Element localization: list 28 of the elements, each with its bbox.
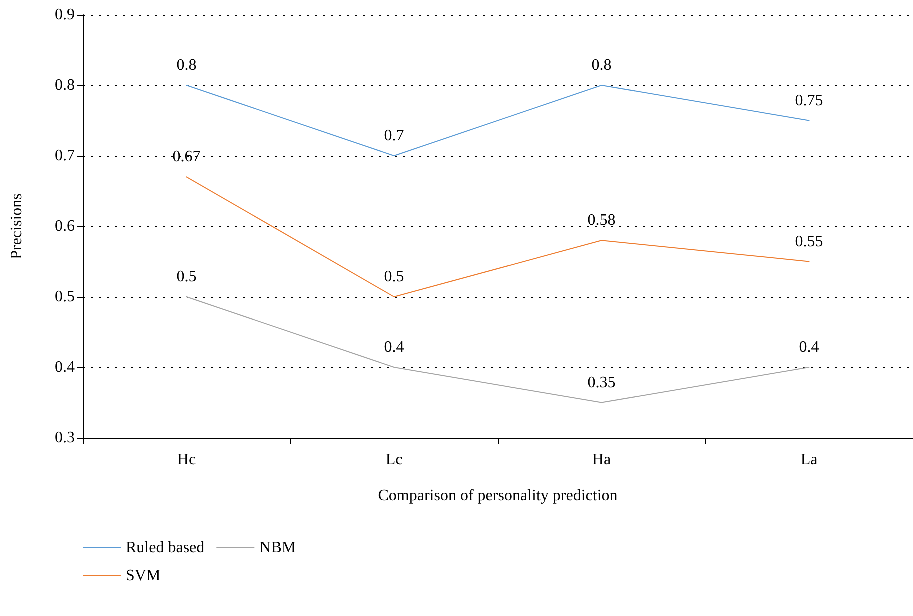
data-label: 0.58 — [588, 212, 616, 230]
data-label: 0.67 — [172, 148, 201, 166]
x-tick-label: Lc — [386, 452, 403, 468]
x-tick-label: La — [800, 452, 818, 468]
x-tick-label: Hc — [177, 452, 196, 468]
y-tick-label: 0.8 — [55, 77, 75, 94]
data-label: 0.35 — [588, 374, 616, 392]
legend-label: SVM — [126, 568, 161, 584]
y-tick-label: 0.9 — [55, 6, 75, 24]
y-tick-label: 0.7 — [55, 148, 75, 164]
y-axis-title: Precisions — [8, 194, 26, 260]
x-axis-title: Comparison of personality prediction — [378, 488, 618, 504]
data-label: 0.75 — [795, 92, 824, 110]
legend-label: NBM — [260, 540, 296, 556]
data-label: 0.4 — [799, 339, 820, 356]
data-label: 0.5 — [176, 268, 197, 286]
data-label: 0.5 — [384, 268, 404, 286]
x-tick-label: Ha — [592, 452, 612, 468]
y-tick-label: 0.5 — [55, 288, 75, 306]
data-label: 0.55 — [795, 233, 824, 250]
data-label: 0.8 — [592, 57, 612, 74]
y-tick-label: 0.4 — [55, 359, 75, 376]
data-label: 0.4 — [384, 339, 404, 356]
data-label: 0.8 — [176, 57, 197, 74]
y-tick-label: 0.6 — [55, 218, 75, 235]
y-tick-label: 0.3 — [55, 430, 75, 446]
legend-label: Ruled based — [126, 540, 205, 556]
data-label: 0.7 — [384, 128, 404, 144]
